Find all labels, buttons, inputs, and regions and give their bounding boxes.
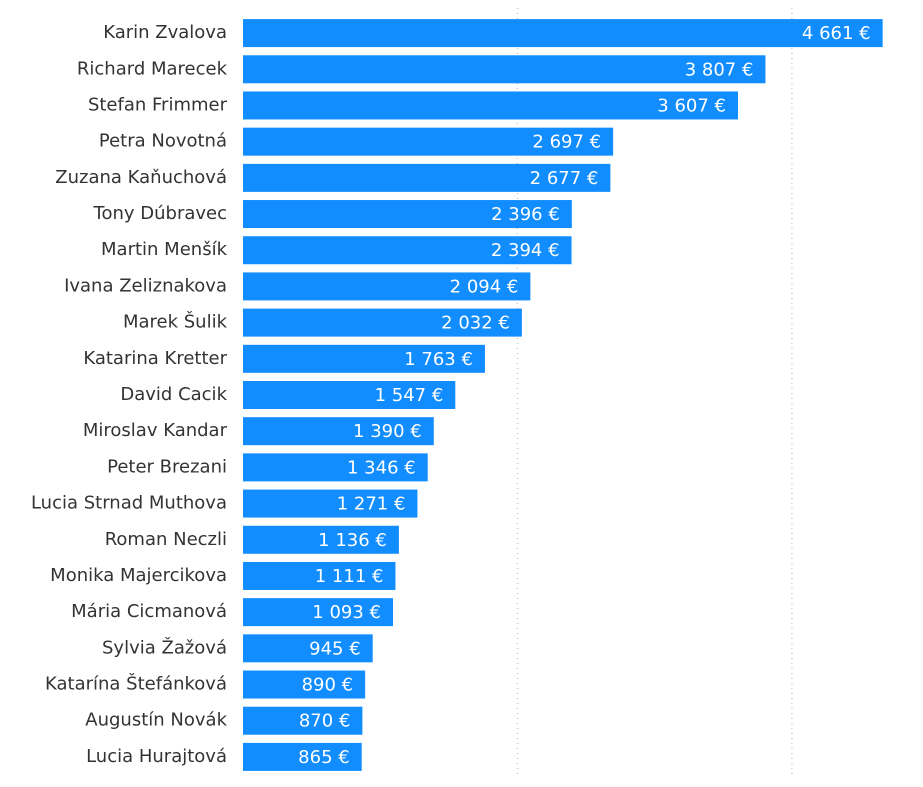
category-label: Martin Menšík (101, 239, 228, 260)
bar (243, 381, 456, 409)
bar (243, 55, 766, 84)
category-label: Karin Zvalova (103, 22, 227, 43)
bar (243, 163, 611, 192)
bar (243, 417, 434, 446)
value-label: 3 607 € (657, 95, 726, 116)
value-label: 865 € (298, 747, 350, 768)
category-label: Sylvia Žažová (102, 636, 227, 658)
value-label: 2 094 € (450, 276, 519, 297)
category-label: Katarina Kretter (83, 348, 227, 369)
value-label: 945 € (309, 638, 361, 659)
value-label: 1 547 € (375, 385, 444, 406)
value-label: 2 032 € (441, 313, 510, 334)
bar (243, 127, 614, 156)
bar (243, 742, 362, 771)
value-label: 2 677 € (530, 168, 599, 189)
bar (243, 634, 373, 663)
bar (243, 453, 428, 482)
bar (243, 525, 399, 554)
category-label: Katarína Štefánková (45, 673, 227, 695)
category-label: Stefan Frimmer (88, 94, 228, 115)
value-label: 1 271 € (337, 494, 406, 515)
category-label: Monika Majercikova (50, 565, 227, 586)
value-label: 1 111 € (315, 566, 384, 587)
value-label: 2 697 € (532, 132, 601, 153)
bar (243, 200, 572, 229)
category-label: Augustín Novák (85, 710, 227, 731)
value-label: 890 € (302, 675, 354, 696)
bar (243, 236, 572, 265)
bar (243, 706, 363, 735)
value-label: 1 093 € (312, 602, 381, 623)
bar (243, 489, 418, 518)
bar (243, 670, 366, 699)
category-label: Peter Brezani (107, 456, 227, 477)
category-label: Lucia Strnad Muthova (31, 493, 227, 514)
category-label: Marek Šulik (123, 311, 228, 333)
bar (243, 308, 522, 337)
category-label: Lucia Hurajtová (86, 746, 227, 767)
category-label: Ivana Zeliznakova (64, 275, 227, 296)
category-label: Roman Neczli (105, 529, 227, 550)
bar (243, 598, 393, 627)
value-label: 1 346 € (347, 457, 416, 478)
bar (243, 561, 396, 590)
value-label: 3 807 € (685, 59, 754, 80)
category-label: Zuzana Kaňuchová (55, 167, 227, 188)
category-label: Tony Dúbravec (93, 203, 227, 224)
value-label: 4 661 € (802, 23, 871, 44)
bar (243, 19, 883, 48)
bar (243, 344, 485, 373)
category-label: Petra Novotná (99, 131, 227, 152)
category-label: David Cacik (120, 384, 227, 405)
value-label: 870 € (299, 711, 351, 732)
category-label: Mária Cicmanová (71, 601, 227, 622)
bar (243, 272, 531, 301)
bar (243, 91, 739, 120)
value-label: 1 136 € (318, 530, 387, 551)
value-label: 2 396 € (491, 204, 560, 225)
value-label: 1 763 € (404, 349, 473, 370)
value-label: 2 394 € (491, 240, 560, 261)
category-label: Richard Marecek (77, 58, 228, 79)
value-label: 1 390 € (353, 421, 422, 442)
category-label: Miroslav Kandar (83, 420, 228, 441)
